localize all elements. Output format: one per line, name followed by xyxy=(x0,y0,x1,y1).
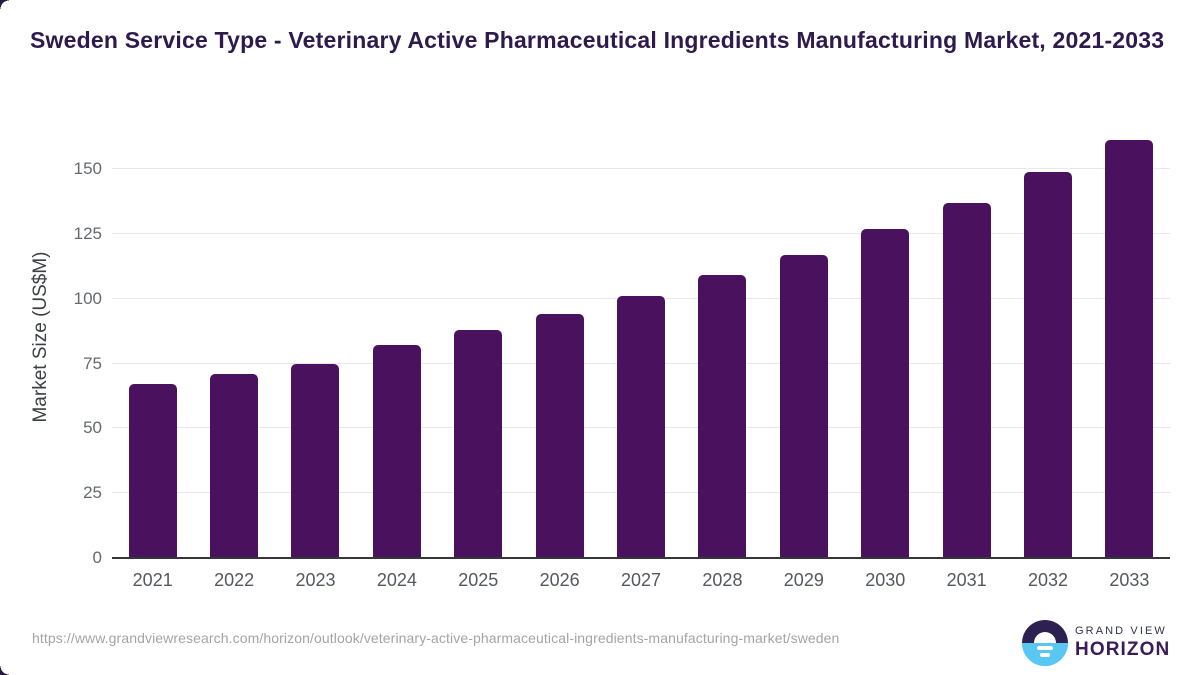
logo-horizon-label: HORIZON xyxy=(1075,638,1171,660)
bar-2032 xyxy=(1023,171,1072,558)
bar-slot-2030 xyxy=(845,133,926,558)
grand-view-horizon-logo: GRAND VIEW HORIZON xyxy=(1022,619,1170,666)
y-tick-label-125: 125 xyxy=(73,223,102,243)
x-tick-label-2022: 2022 xyxy=(214,570,255,590)
bar-slot-2033 xyxy=(1089,133,1170,558)
bar-slot-2022 xyxy=(193,133,274,558)
bar-2027 xyxy=(617,296,666,558)
x-tick-label-2028: 2028 xyxy=(702,570,743,590)
gridline-125 xyxy=(112,232,1170,234)
bar-slot-2026 xyxy=(519,133,600,558)
bar-chart-plot-area xyxy=(112,133,1170,559)
y-tick-label-150: 150 xyxy=(73,159,102,178)
y-tick-label-0: 0 xyxy=(92,548,102,567)
x-tick-label-2032: 2032 xyxy=(1027,570,1069,590)
source-url: https://www.grandviewresearch.com/horizo… xyxy=(32,630,840,646)
logo-text: GRAND VIEW HORIZON xyxy=(1075,625,1170,661)
horizon-sun-icon xyxy=(1022,619,1068,666)
bar-2023 xyxy=(291,363,340,558)
x-tick-label-2029: 2029 xyxy=(783,570,824,590)
screen-corner-artifact xyxy=(0,666,9,675)
y-tick-label-25: 25 xyxy=(83,483,102,503)
bar-slot-2021 xyxy=(112,133,193,558)
y-tick-label-50: 50 xyxy=(83,418,102,438)
bar-slot-2025 xyxy=(438,133,519,558)
bar-2029 xyxy=(779,254,828,558)
bar-slot-2024 xyxy=(356,133,437,558)
bar-2031 xyxy=(942,202,991,558)
x-tick-label-2024: 2024 xyxy=(376,570,417,590)
x-tick-label-2025: 2025 xyxy=(458,570,499,590)
x-tick-label-2026: 2026 xyxy=(539,570,580,590)
x-axis-line xyxy=(112,557,1170,559)
y-tick-label-75: 75 xyxy=(83,353,102,373)
chart-title: Sweden Service Type - Veterinary Active … xyxy=(30,27,1165,53)
y-axis-tick-labels: 0 25 50 75 100 125 150 xyxy=(0,133,102,567)
x-tick-label-2033: 2033 xyxy=(1109,570,1150,590)
y-tick-label-100: 100 xyxy=(73,288,102,308)
bar-2021 xyxy=(128,384,177,558)
bar-slot-2027 xyxy=(600,133,681,558)
screen-corner-artifact xyxy=(0,0,9,9)
bar-slot-2031 xyxy=(926,133,1007,558)
bar-slot-2028 xyxy=(682,133,763,558)
bar-slot-2023 xyxy=(275,133,356,558)
bar-slot-2029 xyxy=(763,133,844,558)
gridline-150 xyxy=(112,168,1170,169)
x-tick-label-2030: 2030 xyxy=(865,570,906,590)
bar-2028 xyxy=(698,275,747,558)
x-tick-label-2027: 2027 xyxy=(621,570,662,590)
bar-2024 xyxy=(372,345,421,558)
x-tick-label-2023: 2023 xyxy=(295,570,336,590)
x-axis-tick-labels: 2021 2022 2023 2024 2025 2026 2027 2028 2029 2030… xyxy=(112,570,1170,591)
bars-row xyxy=(112,133,1170,558)
logo-grand-view-label: GRAND VIEW xyxy=(1075,624,1167,637)
x-tick-label-2021: 2021 xyxy=(132,570,173,590)
x-tick-label-2031: 2031 xyxy=(946,570,987,590)
bar-2026 xyxy=(535,314,584,558)
bar-2022 xyxy=(210,373,259,558)
bar-2030 xyxy=(861,228,910,558)
bar-2033 xyxy=(1105,140,1154,558)
bar-2025 xyxy=(454,329,503,558)
bar-slot-2032 xyxy=(1007,133,1088,558)
